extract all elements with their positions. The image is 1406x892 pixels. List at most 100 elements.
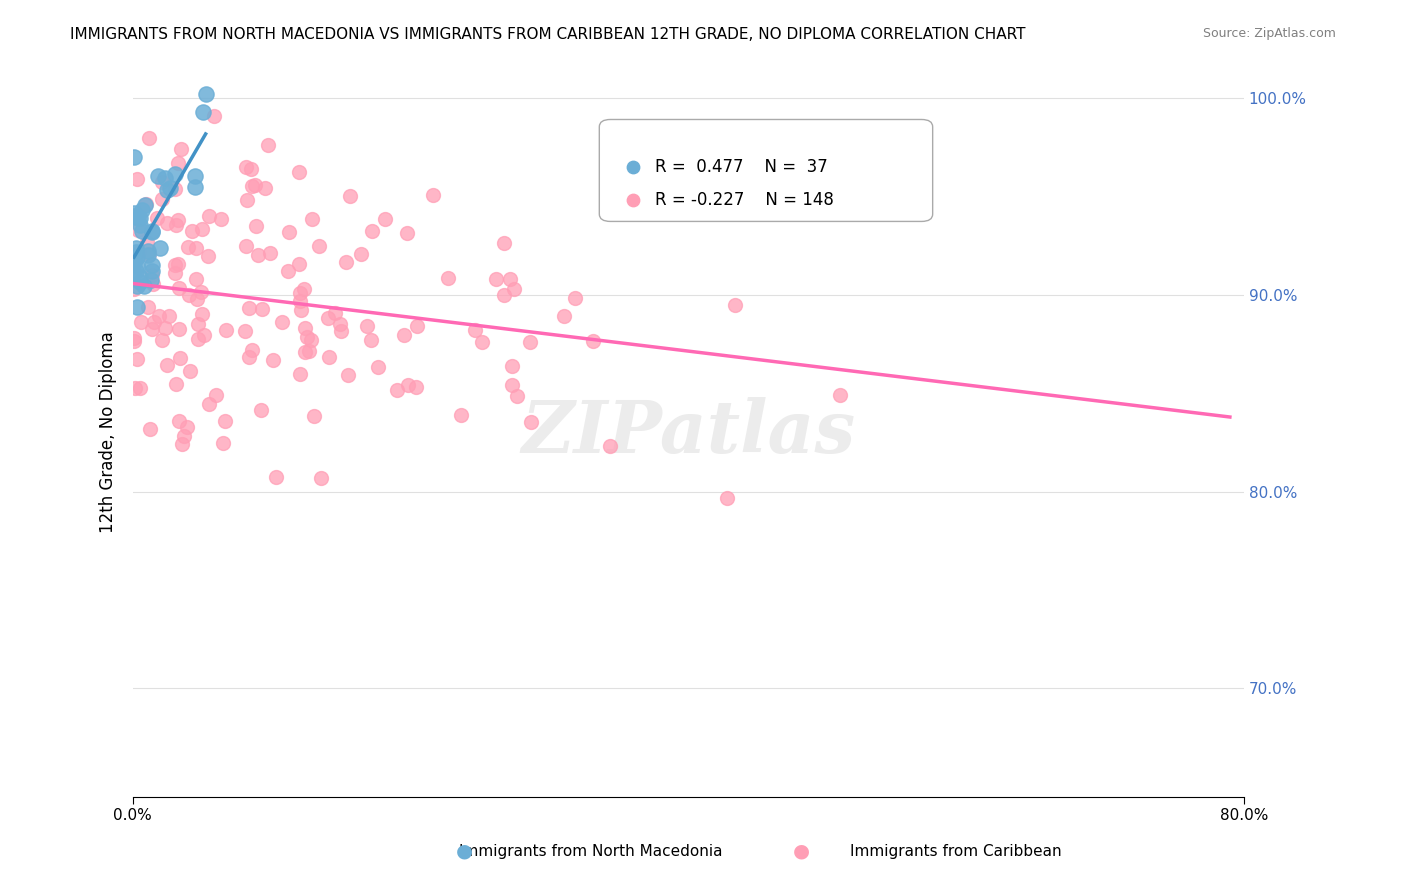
Point [186,272,208,286]
Point [503,282,526,296]
Point [197,249,219,263]
Point [125,263,148,277]
Point [127,250,149,264]
Point [564,291,586,305]
Point [148,310,170,324]
Point [141,273,163,287]
Point [198,397,221,411]
Point [337,368,360,383]
Point [131,203,153,218]
Point [494,235,516,250]
Text: ●: ● [456,841,472,860]
Point [122,150,145,164]
Point [134,278,156,293]
Point [141,258,163,272]
Point [318,350,340,364]
Point [747,357,769,371]
Point [318,310,340,325]
Point [329,317,352,331]
Point [128,244,150,259]
Point [125,244,148,259]
Point [153,170,176,185]
Point [247,248,270,262]
Point [437,270,460,285]
Point [259,246,281,260]
Point [131,315,153,329]
Text: Immigrants from Caribbean: Immigrants from Caribbean [851,845,1062,859]
Point [184,169,207,183]
Point [136,235,159,249]
Point [165,182,187,196]
Point [506,390,529,404]
Point [238,301,260,315]
Point [277,264,299,278]
Point [294,345,316,359]
Point [150,192,173,206]
Text: R =  0.477    N =  37: R = 0.477 N = 37 [655,158,828,176]
Point [250,302,273,317]
Point [122,209,145,223]
Point [191,307,214,321]
Point [134,198,156,212]
Point [485,272,508,286]
Point [166,213,188,227]
Point [122,331,145,345]
Point [211,436,233,450]
Point [163,266,186,280]
Point [828,387,851,401]
Point [150,175,173,189]
Point [142,277,165,292]
Point [138,246,160,260]
Point [169,351,191,365]
Point [235,238,257,252]
Point [235,161,257,175]
Text: IMMIGRANTS FROM NORTH MACEDONIA VS IMMIGRANTS FROM CARIBBEAN 12TH GRADE, NO DIPL: IMMIGRANTS FROM NORTH MACEDONIA VS IMMIG… [70,27,1026,42]
Point [256,137,278,152]
Point [141,263,163,277]
Point [167,257,190,271]
Point [198,209,221,223]
Point [240,161,263,176]
Point [138,130,160,145]
Point [501,378,523,392]
Point [125,259,148,273]
Point [129,275,152,289]
Point [668,194,690,208]
Point [288,368,311,382]
Point [290,302,312,317]
Point [157,310,180,324]
Point [302,409,325,423]
Point [146,211,169,226]
Point [159,181,181,195]
Point [194,87,217,102]
Point [254,181,277,195]
Point [264,470,287,484]
Point [464,323,486,337]
Point [184,240,207,254]
Point [125,172,148,186]
Point [499,272,522,286]
Text: ●: ● [793,841,810,860]
Point [294,321,316,335]
Point [167,322,190,336]
Point [301,211,323,226]
Point [249,403,271,417]
Point [339,189,361,203]
Point [183,179,205,194]
Point [288,293,311,308]
Point [148,169,170,184]
Point [599,439,621,453]
Point [288,285,311,300]
Point [724,298,747,312]
Point [187,317,209,331]
Point [297,343,319,358]
Point [135,196,157,211]
Point [236,193,259,207]
Point [288,164,311,178]
Point [323,306,346,320]
Point [519,335,541,350]
Point [129,211,152,225]
Point [501,359,523,373]
Point [167,281,190,295]
Point [193,328,215,343]
